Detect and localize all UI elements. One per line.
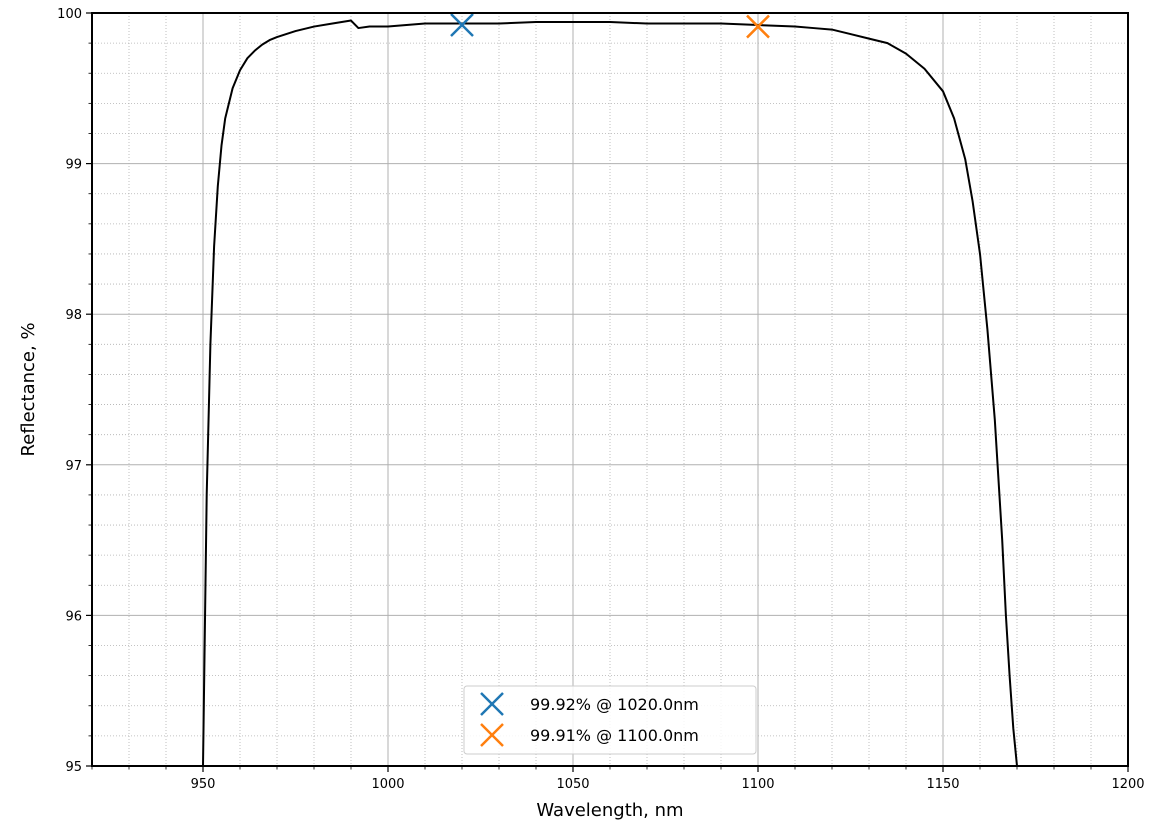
y-axis-title: Reflectance, % <box>18 322 39 456</box>
x-tick-label: 1000 <box>371 777 404 792</box>
x-marker-stroke <box>746 14 770 39</box>
legend-marker-icon <box>480 692 504 716</box>
axis-ticks <box>86 12 1129 772</box>
legend-item: 99.92% @ 1020.0nm <box>480 692 699 716</box>
legend-box <box>463 685 757 755</box>
x-axis-title: Wavelength, nm <box>536 800 683 821</box>
x-marker-stroke <box>450 13 474 37</box>
y-tick-label: 100 <box>57 7 82 22</box>
reflectance-line <box>202 19 1018 767</box>
y-tick-label: 96 <box>65 609 82 624</box>
x-tick-label: 950 <box>191 777 216 792</box>
y-tick-label: 99 <box>65 158 82 173</box>
x-marker <box>450 13 474 37</box>
legend-marker-icon <box>480 723 504 747</box>
x-marker <box>746 14 770 39</box>
x-tick-label: 1150 <box>926 777 959 792</box>
legend-item: 99.91% @ 1100.0nm <box>480 723 699 747</box>
y-tick-label: 97 <box>65 459 82 474</box>
legend-label: 99.91% @ 1100.0nm <box>530 726 699 745</box>
marker-layer <box>450 13 770 39</box>
x-tick-label: 1200 <box>1111 777 1144 792</box>
y-tick-label: 98 <box>65 308 82 323</box>
series-layer <box>202 19 1018 767</box>
legend: 99.92% @ 1020.0nm 99.91% @ 1100.0nm <box>463 685 757 755</box>
tick-labels: 950 1000 1050 1100 1150 1200 95 96 97 98 99 100 <box>57 7 1144 792</box>
x-tick-label: 1050 <box>556 777 589 792</box>
legend-label: 99.92% @ 1020.0nm <box>530 695 699 714</box>
x-tick-label: 1100 <box>741 777 774 792</box>
y-tick-label: 95 <box>65 760 82 775</box>
